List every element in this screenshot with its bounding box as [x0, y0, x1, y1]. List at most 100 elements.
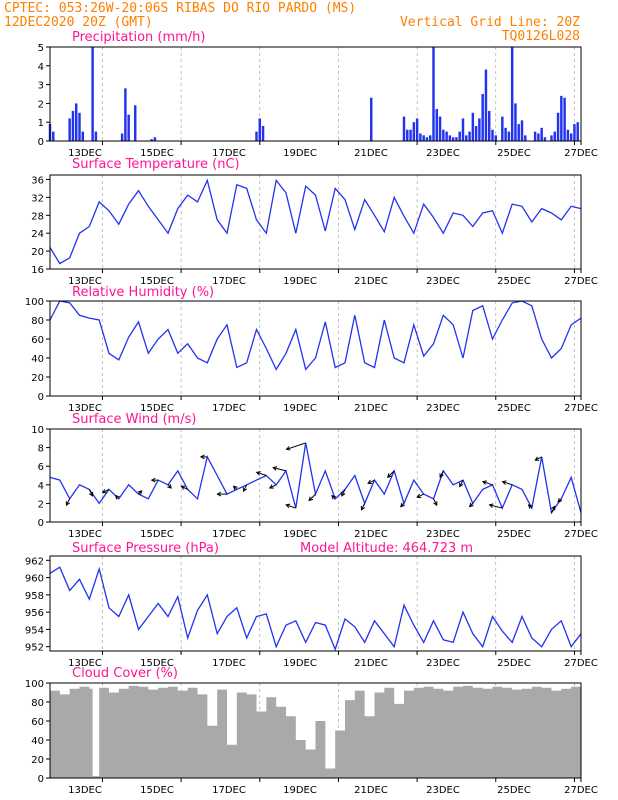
y-tick-label: 960: [25, 574, 44, 585]
wind-arrow-head: [137, 490, 143, 495]
wind-arrow: [433, 498, 438, 506]
x-tick-label: 17DEC: [212, 403, 246, 414]
precip-bar: [120, 133, 124, 141]
wind-arrow-head: [268, 484, 274, 489]
x-tick-label: 25DEC: [497, 785, 531, 796]
wind-arrow-head: [232, 485, 238, 491]
wind-arrow-head: [285, 503, 291, 509]
precip-bar: [255, 131, 258, 141]
precip-bar: [448, 135, 452, 141]
x-tick-label: 27DEC: [564, 785, 598, 796]
wind-arrow: [361, 503, 366, 511]
wind-arrow: [269, 484, 277, 489]
series-line: [49, 442, 582, 515]
panel-frame: [49, 174, 582, 270]
y-tick-label: 40: [31, 354, 44, 365]
x-tick-label: 25DEC: [497, 403, 531, 414]
wind-arrow: [286, 442, 306, 450]
x-tick-label: 15DEC: [140, 403, 174, 414]
x-tick-label: 13DEC: [68, 403, 102, 414]
precip-bar: [442, 129, 445, 141]
precip-bar: [415, 118, 419, 141]
wind-arrow: [286, 504, 296, 509]
precip-bar: [494, 135, 498, 141]
wind-arrow: [181, 485, 188, 490]
x-tick-label: 17DEC: [212, 658, 246, 669]
y-tick-label: 8: [38, 444, 44, 455]
precip-bar: [74, 103, 78, 141]
precip-bar: [550, 135, 553, 141]
panel-title: Cloud Cover (%): [72, 666, 178, 681]
precip-bar: [566, 129, 570, 141]
y-tick-label: 100: [25, 297, 44, 308]
precip-bar: [524, 135, 527, 141]
y-tick-label: 0: [38, 518, 44, 529]
wind-arrow-head: [367, 479, 373, 484]
cloud-cover-area: [50, 685, 581, 778]
panel-frame: [49, 682, 582, 779]
precip-bar: [484, 69, 488, 141]
x-tick-label: 13DEC: [68, 276, 102, 287]
panel-4: Surface Pressure (hPa) Model Altitude: 46…: [25, 541, 598, 669]
x-tick-label: 21DEC: [354, 148, 388, 159]
y-tick-label: 952: [25, 643, 44, 654]
wind-arrow-head: [360, 505, 366, 511]
precip-bar: [150, 139, 153, 141]
panel-title: Surface Wind (m/s): [72, 412, 196, 427]
precip-bar: [435, 109, 439, 141]
wind-arrow-head: [439, 473, 444, 479]
x-tick-label: 17DEC: [212, 276, 246, 287]
x-tick-label: 25DEC: [497, 276, 531, 287]
precip-bar: [569, 133, 573, 141]
wind-arrow: [243, 484, 248, 492]
y-tick-label: 20: [31, 373, 44, 384]
precip-bar: [133, 105, 137, 141]
x-tick-label: 17DEC: [212, 529, 246, 540]
x-tick-label: 15DEC: [140, 658, 174, 669]
wind-arrow-head: [114, 494, 120, 500]
x-tick-label: 27DEC: [564, 529, 598, 540]
precip-bar: [458, 131, 461, 141]
panel-frame: [49, 300, 582, 397]
precip-bar: [465, 135, 468, 141]
y-tick-label: 0: [38, 392, 44, 403]
precip-bar: [81, 131, 85, 141]
y-tick-label: 10: [31, 425, 44, 436]
precip-bar: [406, 129, 409, 141]
header-location: CPTEC: 053:26W-20:06S RIBAS DO RIO PARDO…: [4, 1, 356, 16]
precip-bar: [91, 47, 94, 141]
wind-arrow: [551, 506, 556, 513]
x-tick-label: 21DEC: [354, 529, 388, 540]
precip-bar: [573, 124, 576, 141]
wind-arrow-head: [101, 489, 107, 494]
wind-arrow: [439, 470, 444, 478]
panel-frame: [49, 428, 582, 523]
x-tick-label: 27DEC: [564, 148, 598, 159]
precip-bar: [438, 116, 442, 141]
x-tick-label: 25DEC: [497, 658, 531, 669]
precip-bar: [369, 97, 373, 141]
y-tick-label: 6: [38, 462, 44, 473]
y-tick-label: 80: [31, 316, 44, 327]
panel-5: Cloud Cover (%) 0 20 40 60 80 100 13DEC 15DEC 17D…: [25, 666, 598, 796]
x-tick-label: 17DEC: [212, 148, 246, 159]
wind-arrow: [367, 479, 375, 484]
y-tick-label: 4: [38, 481, 44, 492]
y-tick-label: 16: [31, 265, 44, 276]
precip-bar: [425, 137, 429, 141]
y-tick-label: 60: [31, 717, 44, 728]
precip-bar: [78, 112, 81, 141]
wind-arrow-head: [557, 497, 563, 503]
precip-bar: [124, 88, 127, 141]
wind-arrow: [417, 493, 424, 498]
header-model-code: TQ0126L028: [502, 29, 580, 44]
wind-arrow-head: [285, 446, 291, 451]
x-tick-label: 23DEC: [426, 529, 460, 540]
precip-bar: [445, 131, 448, 141]
precip-bar: [419, 133, 422, 141]
x-tick-label: 13DEC: [68, 529, 102, 540]
wind-arrow: [256, 471, 267, 476]
precip-bar: [52, 131, 55, 141]
precip-bar: [481, 94, 484, 141]
wind-arrow-head: [551, 505, 556, 511]
